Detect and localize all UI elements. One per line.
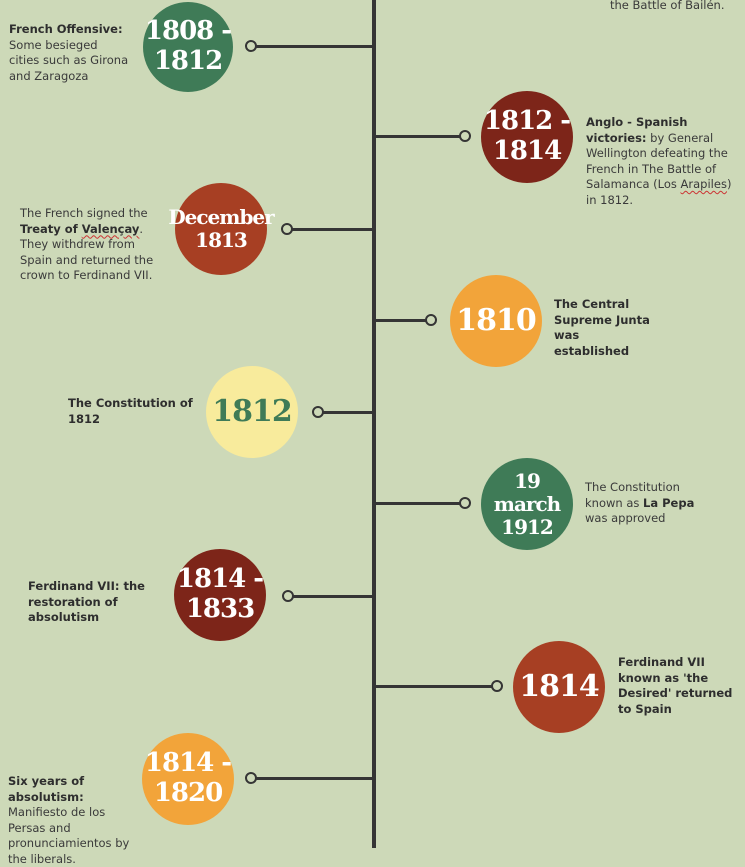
event-text-restoration-absolutism: Ferdinand VII: the restoration of absolu… [28, 579, 145, 624]
date-circle-december-1813: December 1813 [168, 183, 275, 275]
event-text-central-junta: The Central Supreme Junta was establishe… [554, 297, 650, 358]
connector-dot [459, 497, 471, 509]
date-circle-1814-1833: 1814 - 1833 [174, 549, 266, 641]
connector-line [292, 228, 374, 231]
connector-dot [425, 314, 437, 326]
date-circle-1812-1814: 1812 - 1814 [481, 91, 573, 183]
date-circle-1814: 1814 [513, 641, 605, 733]
date-circle-1810: 1810 [450, 275, 542, 367]
connector-line [256, 777, 374, 780]
date-circle-1814-1820: 1814 - 1820 [142, 733, 234, 825]
event-text-six-years-absolutism: Six years of absolutism: Manifiesto de l… [8, 774, 130, 866]
timeline-axis [372, 0, 376, 848]
connector-line [256, 45, 374, 48]
date-circle-19-march-1912: 19 march 1912 [481, 458, 573, 550]
connector-line [293, 595, 374, 598]
event-text-french-offensive: French Offensive: Some besieged cities s… [9, 22, 129, 83]
event-text-treaty-valencay: The French signed the Treaty of Valençay… [20, 206, 154, 282]
event-text-anglo-spanish: Anglo - Spanish victories: by General We… [586, 115, 732, 207]
connector-line [323, 411, 374, 414]
event-text-bailen: the Battle of Bailén. [610, 0, 725, 12]
connector-line [376, 502, 460, 505]
event-text-constitution-1812: The Constitution of 1812 [68, 396, 193, 426]
date-circle-1812: 1812 [206, 366, 298, 458]
connector-dot [459, 130, 471, 142]
connector-line [376, 135, 460, 138]
connector-line [376, 319, 426, 322]
event-text-la-pepa: The Constitution known as La Pepa was ap… [585, 480, 695, 525]
date-circle-1808-1812: 1808 - 1812 [143, 2, 233, 92]
connector-dot [491, 680, 503, 692]
event-text-ferdinand-returned: Ferdinand VII known as 'the Desired' ret… [618, 655, 733, 716]
connector-line [376, 685, 492, 688]
